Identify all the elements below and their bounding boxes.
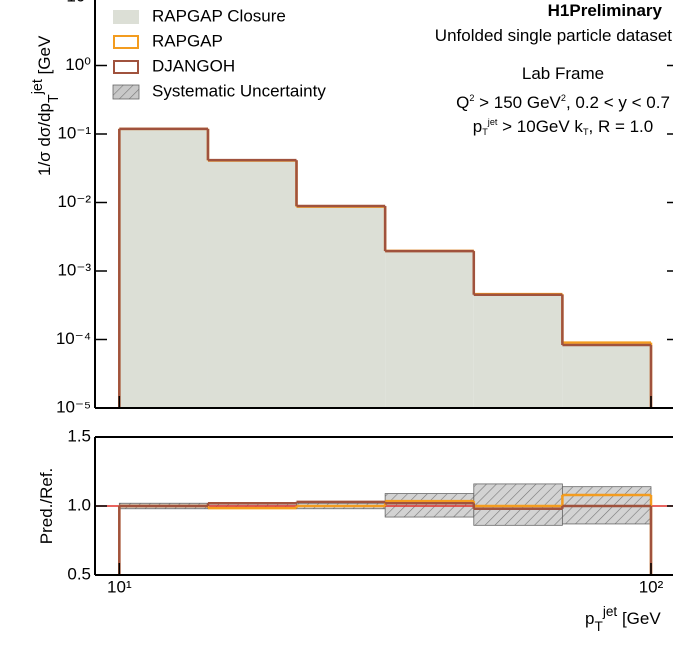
histogram-bar bbox=[207, 160, 297, 408]
legend-label: DJANGOH bbox=[152, 56, 235, 75]
legend-swatch bbox=[113, 10, 139, 24]
y-tick-label: 10⁰ bbox=[65, 55, 91, 74]
histogram-bar bbox=[296, 206, 386, 408]
text-part: Q bbox=[456, 93, 469, 112]
text-part: Lab Frame bbox=[522, 64, 604, 83]
histogram-bar bbox=[562, 345, 651, 408]
text-part: T bbox=[46, 94, 62, 103]
text-part: jet bbox=[487, 117, 498, 127]
text-part: Pred./Ref. bbox=[37, 468, 56, 545]
x-tick-label: 10² bbox=[639, 577, 664, 596]
text-part: T bbox=[594, 619, 603, 634]
text-part: > 10GeV k bbox=[497, 117, 583, 136]
y-tick-label: 0.5 bbox=[67, 564, 91, 583]
y-axis-label: Pred./Ref. bbox=[37, 468, 56, 545]
annotation: H1Preliminary bbox=[548, 1, 663, 20]
y-tick-label: 1.5 bbox=[67, 426, 91, 445]
histogram-bar bbox=[473, 294, 563, 408]
text-part: H1Preliminary bbox=[548, 1, 663, 20]
text-part: , 0.2 < y < 0.7 bbox=[566, 93, 670, 112]
legend-swatch bbox=[112, 84, 140, 100]
histogram-bar bbox=[119, 128, 208, 409]
legend-label: RAPGAP bbox=[152, 31, 223, 50]
text-part: 1/σ dσ/dp bbox=[35, 103, 54, 176]
uncertainty-hatch bbox=[473, 483, 563, 526]
text-part: jet bbox=[602, 604, 618, 619]
y-tick-label: 10⁻⁵ bbox=[56, 397, 91, 416]
y-tick-label: 10¹ bbox=[66, 0, 91, 5]
text-part: p bbox=[585, 609, 594, 628]
annotation: Lab Frame bbox=[522, 64, 604, 83]
text-part: 2 bbox=[561, 93, 566, 103]
legend-swatch bbox=[113, 35, 139, 49]
legend-swatch bbox=[113, 60, 139, 74]
histogram-bar bbox=[385, 251, 474, 408]
y-tick-label: 10⁻⁴ bbox=[56, 329, 91, 348]
text-part: T bbox=[583, 127, 589, 137]
text-part: jet bbox=[30, 79, 46, 95]
y-tick-label: 10⁻² bbox=[57, 192, 91, 211]
annotation: Unfolded single particle dataset bbox=[435, 26, 672, 45]
annotation: Q2 > 150 GeV2, 0.2 < y < 0.7 bbox=[456, 93, 670, 112]
x-axis-label: pTjet [GeV bbox=[585, 604, 661, 634]
y-tick-label: 10⁻¹ bbox=[57, 123, 91, 142]
legend-label: Systematic Uncertainty bbox=[152, 81, 326, 100]
annotation: pTjet > 10GeV kT, R = 1.0 bbox=[473, 117, 653, 137]
text-part: [GeV bbox=[617, 609, 661, 628]
text-part: Unfolded single particle dataset bbox=[435, 26, 672, 45]
y-axis-label: 1/σ dσ/dpTjet [GeV bbox=[30, 35, 62, 176]
y-tick-label: 1.0 bbox=[67, 495, 91, 514]
legend-label: RAPGAP Closure bbox=[152, 6, 286, 25]
text-part: , R = 1.0 bbox=[589, 117, 654, 136]
text-part: 2 bbox=[469, 93, 474, 103]
x-tick-label: 10¹ bbox=[107, 577, 132, 596]
text-part: [GeV bbox=[35, 35, 54, 79]
text-part: T bbox=[482, 127, 488, 137]
text-part: p bbox=[473, 117, 482, 136]
y-tick-label: 10⁻³ bbox=[57, 260, 91, 279]
text-part: > 150 GeV bbox=[474, 93, 561, 112]
